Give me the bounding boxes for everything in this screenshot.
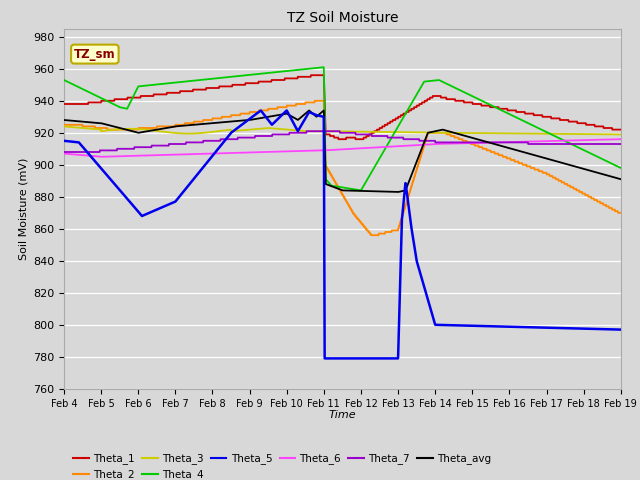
Theta_5 (606, 326, 614, 332)
Theta_6 (97, 154, 105, 160)
Theta_1 (307, 72, 315, 78)
Theta_avg (606, 173, 614, 179)
Theta_5 (124, 196, 131, 202)
Line: Theta_3: Theta_3 (64, 126, 621, 134)
Theta_avg (124, 127, 131, 133)
Theta_4 (60, 77, 68, 83)
X-axis label: Time: Time (328, 410, 356, 420)
Theta_5 (274, 116, 282, 122)
Theta_7 (303, 128, 310, 134)
Theta_3 (60, 123, 68, 129)
Theta_1 (298, 74, 305, 80)
Theta_4 (547, 131, 554, 137)
Theta_4 (124, 105, 131, 111)
Theta_3 (274, 126, 282, 132)
Theta_7 (546, 141, 554, 147)
Theta_7 (60, 149, 68, 155)
Legend: Theta_1, Theta_2, Theta_3, Theta_4, Theta_5, Theta_6, Theta_7, Theta_avg: Theta_1, Theta_2, Theta_3, Theta_4, Thet… (69, 449, 495, 480)
Theta_2 (124, 127, 131, 132)
Theta_3 (124, 126, 131, 132)
Theta_7 (298, 130, 305, 136)
Theta_6 (546, 138, 554, 144)
Line: Theta_5: Theta_5 (64, 110, 621, 359)
Theta_3 (298, 128, 305, 134)
Theta_2 (274, 104, 282, 110)
Theta_2 (298, 101, 305, 107)
Theta_1 (157, 92, 164, 97)
Theta_6 (124, 153, 132, 159)
Theta_1 (124, 95, 131, 100)
Theta_6 (157, 152, 164, 158)
Theta_6 (298, 148, 306, 154)
Theta_2 (606, 205, 614, 211)
Theta_1 (335, 136, 342, 142)
Theta_5 (298, 121, 306, 127)
Theta_7 (124, 146, 131, 152)
Theta_7 (606, 141, 614, 147)
Line: Theta_avg: Theta_avg (64, 110, 621, 192)
Theta_avg (617, 176, 625, 182)
Line: Theta_4: Theta_4 (64, 67, 621, 191)
Theta_5 (157, 205, 164, 211)
Theta_avg (394, 189, 402, 195)
Theta_1 (547, 114, 554, 120)
Text: TZ_sm: TZ_sm (74, 48, 116, 60)
Theta_4 (357, 188, 365, 193)
Theta_avg (547, 156, 554, 162)
Theta_3 (606, 132, 614, 137)
Theta_4 (606, 160, 614, 166)
Line: Theta_6: Theta_6 (64, 139, 621, 157)
Theta_2 (547, 173, 554, 179)
Theta_2 (367, 232, 375, 238)
Theta_7 (157, 143, 164, 148)
Theta_5 (617, 327, 625, 333)
Title: TZ Soil Moisture: TZ Soil Moisture (287, 11, 398, 25)
Theta_7 (617, 141, 625, 147)
Theta_5 (321, 356, 328, 361)
Theta_5 (547, 325, 554, 331)
Theta_6 (60, 151, 68, 156)
Theta_4 (274, 69, 282, 75)
Y-axis label: Soil Moisture (mV): Soil Moisture (mV) (19, 157, 29, 260)
Theta_5 (257, 108, 265, 113)
Line: Theta_2: Theta_2 (64, 101, 621, 235)
Theta_3 (617, 132, 625, 137)
Theta_4 (320, 64, 328, 70)
Theta_2 (617, 210, 625, 216)
Theta_2 (311, 98, 319, 104)
Theta_1 (606, 125, 614, 131)
Theta_4 (298, 67, 305, 72)
Theta_avg (60, 117, 68, 123)
Theta_4 (157, 81, 164, 87)
Theta_avg (305, 108, 313, 113)
Theta_6 (274, 149, 282, 155)
Theta_6 (617, 136, 625, 142)
Theta_5 (60, 138, 68, 144)
Theta_avg (298, 114, 305, 120)
Line: Theta_1: Theta_1 (64, 75, 621, 139)
Theta_1 (60, 101, 68, 107)
Theta_2 (157, 123, 164, 129)
Theta_avg (157, 126, 164, 132)
Theta_6 (606, 137, 614, 143)
Theta_avg (274, 112, 282, 118)
Theta_1 (274, 77, 282, 83)
Line: Theta_7: Theta_7 (64, 131, 621, 152)
Theta_3 (546, 131, 554, 137)
Theta_7 (274, 132, 282, 137)
Theta_3 (157, 129, 164, 134)
Theta_1 (617, 127, 625, 132)
Theta_4 (617, 165, 625, 171)
Theta_2 (60, 122, 68, 128)
